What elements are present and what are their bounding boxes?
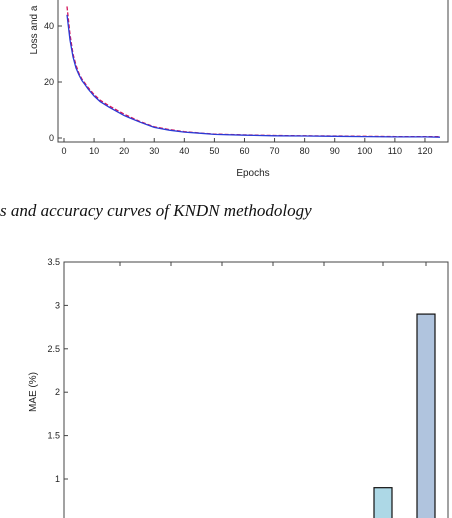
line-series-1	[66, 6, 440, 138]
bar-chart-y-tick-label: 2.5	[47, 344, 60, 354]
mae-bar-2	[416, 313, 436, 518]
bar-chart-y-tick-label: 1	[55, 474, 60, 484]
bar-chart-top-ticks	[119, 262, 427, 266]
loss-accuracy-chart: 0 10 20 30 40 50 60 70 80 90 100 110 120 0 20 40 Epoch…	[29, 0, 449, 179]
line-chart-x-tick-label: 110	[388, 146, 402, 156]
line-chart-x-tick-label: 120	[417, 146, 432, 156]
line-chart-x-tick-label: 20	[119, 146, 129, 156]
line-chart-x-label: Epochs	[236, 168, 269, 179]
line-chart-x-tick-label: 90	[330, 146, 340, 156]
bar-chart-plot-frame	[63, 261, 449, 518]
line-chart-x-tick-label: 0	[61, 146, 66, 156]
line-chart-y-tick-label: 40	[44, 21, 54, 31]
bar-chart-y-tick-label: 2	[55, 387, 60, 397]
line-chart-x-tick-label: 30	[149, 146, 159, 156]
mae-bar-1	[373, 487, 393, 518]
line-chart-y-label: Loss and a	[29, 5, 40, 54]
mae-bar-chart: 1 1.5 2 2.5 3 3.5 MAE (%)	[28, 257, 449, 518]
line-chart-x-tick-label: 50	[209, 146, 219, 156]
line-chart-series	[66, 6, 441, 138]
bar-chart-y-label: MAE (%)	[28, 372, 39, 412]
bar-chart-bars	[373, 313, 436, 518]
bar-chart-y-tick-label: 3	[55, 300, 60, 310]
line-chart-x-tick-label: 100	[357, 146, 372, 156]
line-chart-x-tick-label: 60	[239, 146, 249, 156]
line-series-2	[66, 14, 441, 138]
line-chart-plot-frame	[57, 0, 449, 143]
line-chart-x-tick-label: 70	[270, 146, 280, 156]
line-chart-y-ticks: 0 20 40	[44, 21, 62, 143]
line-chart-x-ticks: 0 10 20 30 40 50 60 70 80 90 100 110 120	[61, 138, 432, 156]
bar-chart-y-ticks: 1 1.5 2 2.5 3 3.5	[47, 257, 68, 484]
line-chart-x-tick-label: 40	[179, 146, 189, 156]
line-chart-x-tick-label: 10	[89, 146, 99, 156]
line-chart-y-tick-label: 0	[49, 133, 54, 143]
line-chart-x-tick-label: 80	[300, 146, 310, 156]
bar-chart-y-tick-label: 1.5	[47, 431, 60, 441]
line-chart-y-tick-label: 20	[44, 77, 54, 87]
figure-caption: s and accuracy curves of KNDN methodolog…	[0, 201, 312, 220]
bar-chart-y-tick-label: 3.5	[47, 257, 60, 267]
